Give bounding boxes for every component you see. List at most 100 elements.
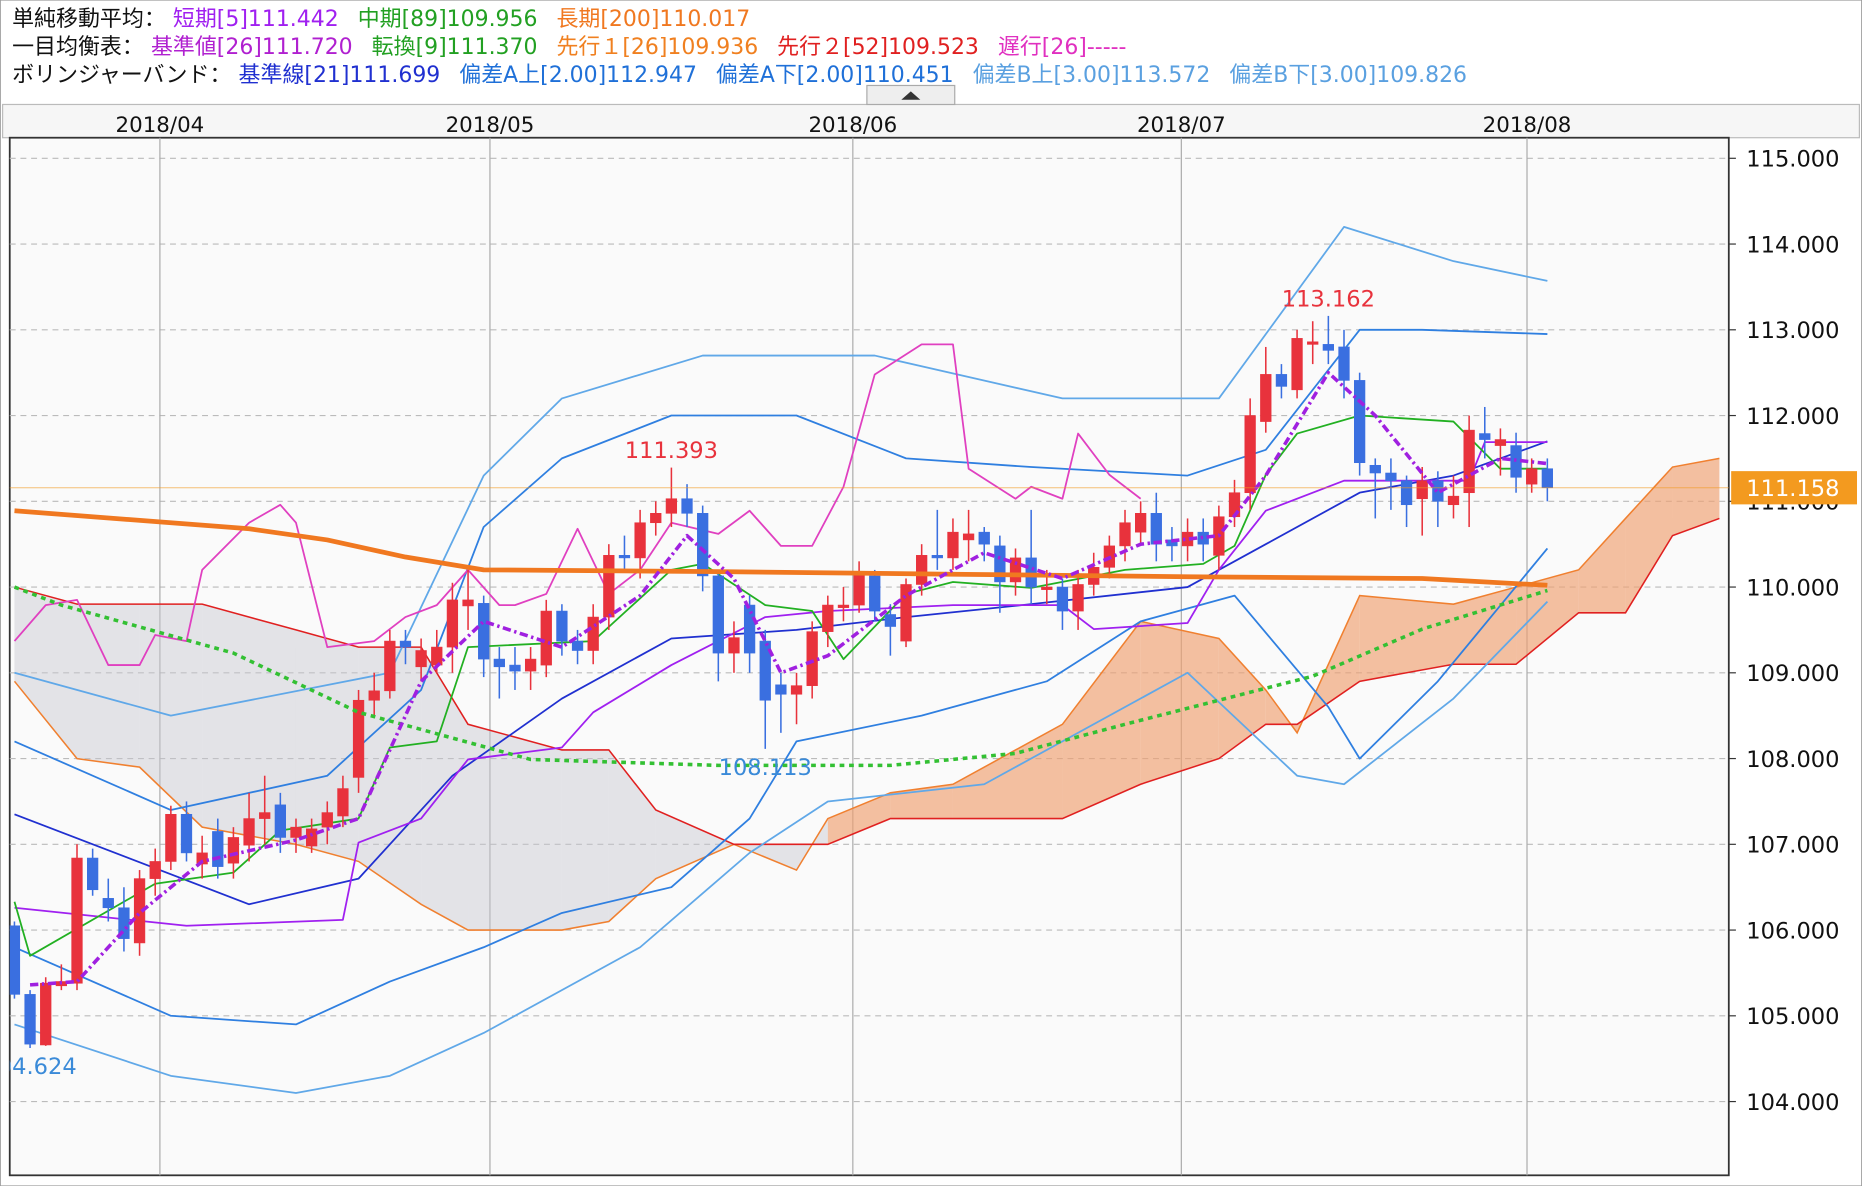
candle-body [9,925,21,995]
price-tag-label: 111.158 [1746,476,1839,502]
candle-body [618,555,631,559]
x-tick-label: 2018/06 [808,113,897,138]
candle-body [321,812,333,828]
candle-body [524,658,537,672]
indicator-line [13,343,1142,666]
axes: 104.000 105.000 106.000 107.000 108.000 109.0… [9,113,1858,1116]
candle-body [728,637,740,654]
y-tick-label: 109.000 [1746,661,1839,687]
legend-item: 基準値[26]111.720 [151,35,353,60]
candle-body [900,584,912,642]
candle-body [1244,415,1256,494]
legend-item: 偏差B下[3.00]109.826 [1229,63,1467,88]
indicator-line [13,414,1548,957]
legend-item: 偏差A下[2.00]110.451 [716,63,954,88]
cloud-fill [1218,638,1266,759]
candle-body [337,788,349,817]
header: 単純移動平均： 短期[5]111.442 中期[89]109.956 長期[200]1… [12,7,1467,88]
price-tag [1731,471,1858,505]
cloud-fill [1672,458,1720,536]
candle-body [962,533,975,541]
candle-body [259,812,271,819]
legend-item: 基準線[21]111.699 [239,63,441,88]
candle-body [994,545,1006,583]
legend-row: ボリンジャーバンド： 基準線[21]111.699 偏差A上[2.00]112.94… [12,63,1467,88]
candle-body [1385,472,1397,482]
candle-body [916,555,928,585]
candle-body [274,804,286,838]
x-tick-label: 2018/08 [1483,113,1572,138]
cloud-fill [468,724,562,931]
candle-body [806,631,818,686]
candle-body [40,982,52,1046]
span-b [14,517,1720,846]
indicator-line [13,585,1548,768]
candle-body [431,646,443,666]
legend-item: 遅行[26]----- [998,35,1127,60]
candle-body [1338,346,1350,381]
candle-body [790,685,803,695]
candle-body [290,826,302,838]
legend-row: 単純移動平均： 短期[5]111.442 中期[89]109.956 長期[200]1… [12,7,750,32]
cloud-fill [655,810,734,879]
indicator-line [14,440,1548,906]
candle-body [1025,557,1037,588]
candle-body [775,684,787,695]
legend-item: 先行２[52]109.523 [777,35,979,60]
candle-body [1541,468,1553,489]
price-annotation: 108.113 [719,755,812,781]
candle-body [759,640,771,701]
legend-item: 中期[89]109.956 [358,7,538,32]
x-tick-label: 2018/05 [446,113,535,138]
span-a [13,457,1720,931]
candle-body [978,531,990,545]
candle-body [462,599,474,607]
y-tick-label: 105.000 [1746,1004,1839,1030]
y-tick-label: 106.000 [1746,918,1839,944]
date-band [2,103,1860,139]
legend-item: 転換[9]111.370 [372,35,538,60]
candle-body [509,664,521,672]
cloud-fill [202,604,296,845]
y-tick-label: 107.000 [1746,833,1839,859]
candle-body [102,898,114,909]
indicator-line [14,508,1548,588]
candle-body [399,640,412,648]
price-annotation: 113.162 [1282,286,1375,312]
candle-body [1009,557,1022,583]
candle-body [634,522,646,559]
candle-body [884,614,897,627]
candle-body [1526,468,1538,485]
candle-body [540,610,552,666]
candle-body [1400,480,1413,506]
candle-body [368,690,380,701]
y-tick-label: 115.000 [1746,147,1839,173]
candle-body [24,994,36,1045]
candle-body [446,599,459,648]
candle-body [415,650,427,668]
candle-body [1291,338,1303,391]
candle-body [743,604,756,654]
candle-body [712,575,724,654]
cloud-fill [14,587,78,759]
candle-body [931,555,943,559]
price-annotation: 104.624 [0,1054,77,1080]
candle-body [1260,374,1272,422]
candle-body [87,857,99,891]
y-tick-label: 108.000 [1746,747,1839,773]
candle-body [71,857,83,984]
y-tick-label: 112.000 [1746,404,1839,430]
x-tick-label: 2018/07 [1137,113,1226,138]
x-tick-label: 2018/04 [116,113,205,138]
cloud-fill [561,749,609,931]
cloud-fill [1516,569,1579,665]
candle-body [603,555,615,618]
legend-label: ボリンジャーバンド： [12,63,231,88]
candle-body [650,513,662,524]
legend-item: 長期[200]110.017 [556,7,750,32]
indicator-line [14,225,1548,717]
candle-body [493,658,505,668]
candle-body [947,531,959,559]
candle-body [305,828,318,847]
